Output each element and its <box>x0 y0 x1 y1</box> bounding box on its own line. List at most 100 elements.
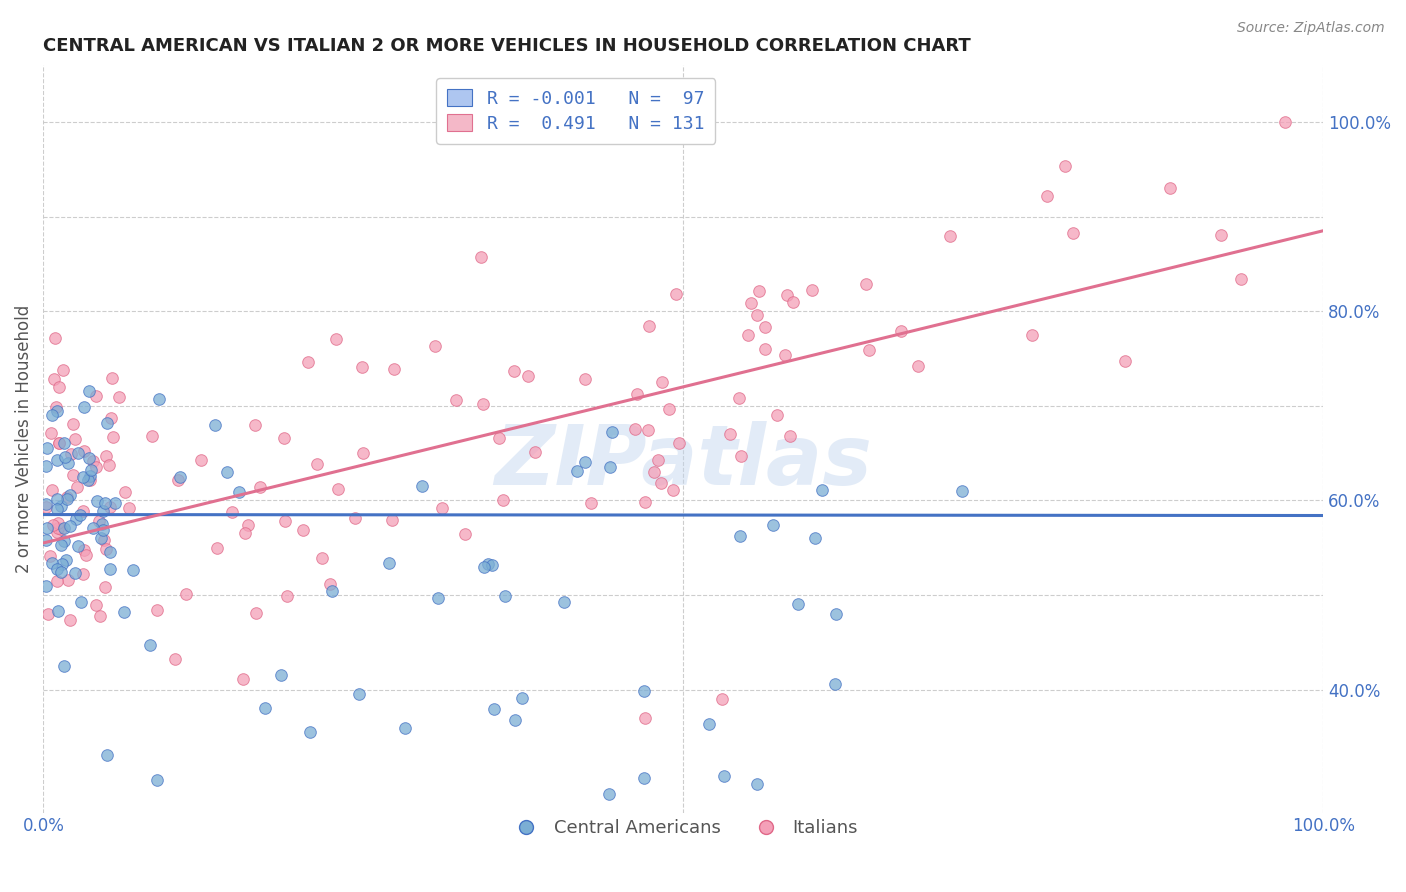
Point <box>90 531 112 545</box>
Point <box>581 496 603 510</box>
Point <box>626 386 648 401</box>
Point <box>647 453 669 467</box>
Point <box>574 455 596 469</box>
Point <box>174 587 197 601</box>
Point <box>46 516 69 530</box>
Point <box>70 595 93 609</box>
Point <box>37 521 59 535</box>
Point <box>477 558 499 572</box>
Point <box>112 605 135 619</box>
Point <box>35 458 58 473</box>
Point <box>779 428 801 442</box>
Point <box>46 452 69 467</box>
Point <box>207 541 229 555</box>
Point <box>77 384 100 398</box>
Point <box>394 721 416 735</box>
Point <box>737 328 759 343</box>
Point <box>1274 115 1296 129</box>
Point <box>650 475 672 490</box>
Point <box>907 359 929 373</box>
Point <box>41 409 63 423</box>
Point <box>82 454 104 468</box>
Point <box>87 514 110 528</box>
Point <box>84 389 107 403</box>
Point <box>91 523 114 537</box>
Point <box>37 607 59 621</box>
Point <box>46 492 69 507</box>
Point <box>297 354 319 368</box>
Point <box>91 504 114 518</box>
Point <box>381 513 404 527</box>
Point <box>1114 354 1136 368</box>
Point <box>77 473 100 487</box>
Point <box>326 482 349 496</box>
Point <box>718 426 741 441</box>
Point <box>624 422 647 436</box>
Point <box>148 392 170 407</box>
Point <box>1230 272 1253 286</box>
Y-axis label: 2 or more Vehicles in Household: 2 or more Vehicles in Household <box>15 305 32 573</box>
Point <box>49 538 72 552</box>
Point <box>637 423 659 437</box>
Point <box>53 450 76 464</box>
Point <box>93 533 115 547</box>
Point <box>662 483 685 497</box>
Point <box>232 672 254 686</box>
Point <box>67 446 90 460</box>
Point <box>382 361 405 376</box>
Point <box>471 396 494 410</box>
Point <box>728 529 751 543</box>
Point <box>553 595 575 609</box>
Point <box>745 777 768 791</box>
Text: CENTRAL AMERICAN VS ITALIAN 2 OR MORE VEHICLES IN HOUSEHOLD CORRELATION CHART: CENTRAL AMERICAN VS ITALIAN 2 OR MORE VE… <box>44 37 972 55</box>
Point <box>86 494 108 508</box>
Point <box>46 403 69 417</box>
Point <box>344 511 367 525</box>
Point <box>270 667 292 681</box>
Point <box>72 503 94 517</box>
Point <box>215 465 238 479</box>
Point <box>633 771 655 785</box>
Point <box>321 583 343 598</box>
Point <box>650 375 672 389</box>
Point <box>65 480 87 494</box>
Point <box>494 590 516 604</box>
Point <box>567 464 589 478</box>
Point <box>423 339 446 353</box>
Point <box>63 566 86 580</box>
Point <box>446 392 468 407</box>
Point <box>94 449 117 463</box>
Point <box>67 540 90 554</box>
Point <box>98 545 121 559</box>
Point <box>45 502 67 516</box>
Point <box>59 488 82 502</box>
Point <box>49 522 72 536</box>
Point <box>93 496 115 510</box>
Point <box>713 769 735 783</box>
Point <box>73 543 96 558</box>
Point <box>668 436 690 450</box>
Point <box>77 450 100 465</box>
Point <box>710 692 733 706</box>
Point <box>598 787 620 801</box>
Point <box>42 372 65 386</box>
Point <box>100 411 122 425</box>
Point <box>474 560 496 574</box>
Point <box>510 691 533 706</box>
Point <box>56 490 79 504</box>
Point <box>1062 226 1084 240</box>
Point <box>728 392 751 406</box>
Point <box>49 499 72 513</box>
Point <box>1209 228 1232 243</box>
Point <box>517 369 540 384</box>
Point <box>34 579 56 593</box>
Point <box>238 517 260 532</box>
Point <box>82 521 104 535</box>
Point <box>96 542 118 557</box>
Text: Source: ZipAtlas.com: Source: ZipAtlas.com <box>1237 21 1385 35</box>
Point <box>574 371 596 385</box>
Point <box>69 508 91 522</box>
Point <box>939 228 962 243</box>
Point <box>505 713 527 727</box>
Point <box>804 532 827 546</box>
